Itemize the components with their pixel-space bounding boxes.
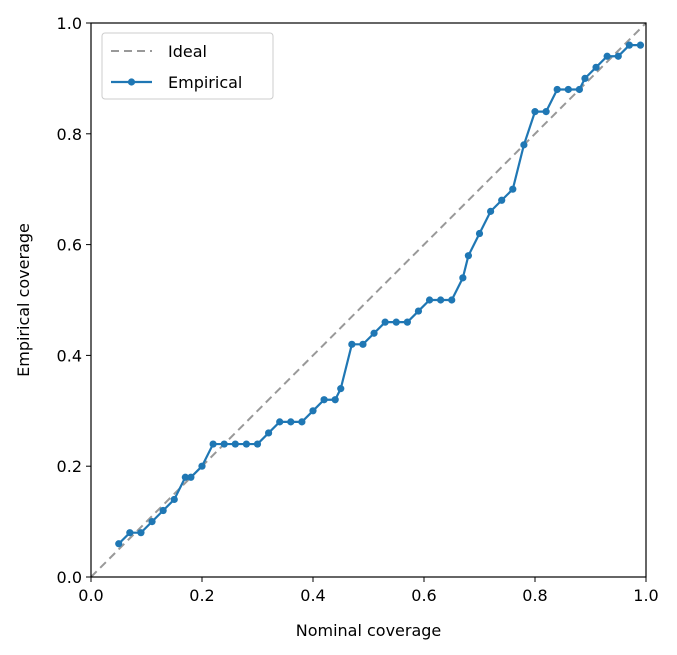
- data-point: [581, 74, 589, 82]
- data-point: [253, 440, 262, 448]
- data-point: [509, 185, 517, 193]
- legend-label-empirical: Empirical: [168, 73, 242, 92]
- data-point: [148, 518, 156, 526]
- data-point: [498, 196, 506, 204]
- data-point: [520, 141, 528, 149]
- data-point: [448, 296, 456, 304]
- data-point: [220, 440, 228, 448]
- data-point: [392, 318, 400, 326]
- y-tick-label: 0.2: [57, 457, 82, 476]
- data-point: [592, 63, 600, 71]
- legend-label-ideal: Ideal: [168, 42, 207, 61]
- ticks-layer: 0.0 0.2 0.4 0.6 0.8 1.0 0.0 0.2 0.4 0.6 0.8 1.0: [57, 14, 659, 605]
- series-line-ideal: [90, 22, 647, 578]
- data-point: [603, 52, 611, 60]
- data-point: [181, 473, 189, 481]
- data-point: [575, 85, 584, 94]
- data-point: [542, 108, 550, 116]
- data-point: [287, 418, 295, 426]
- data-point: [636, 41, 645, 49]
- x-tick-label: 1.0: [633, 586, 658, 605]
- data-point: [159, 506, 167, 515]
- data-point: [231, 440, 239, 448]
- y-tick-label: 0.8: [57, 125, 82, 144]
- data-point: [464, 252, 472, 260]
- x-tick-label: 0.0: [78, 586, 103, 605]
- data-point: [265, 429, 273, 437]
- data-point: [309, 407, 317, 415]
- data-point: [198, 462, 206, 470]
- data-point: [331, 396, 339, 404]
- y-tick-label: 1.0: [57, 14, 82, 33]
- y-tick-label: 0.4: [57, 346, 82, 365]
- series-layer: [90, 22, 647, 578]
- data-point: [359, 340, 367, 348]
- data-point: [337, 385, 345, 393]
- data-point: [487, 207, 495, 215]
- data-point: [276, 418, 284, 426]
- y-tick-label: 0.6: [57, 236, 82, 255]
- x-tick-label: 0.8: [522, 586, 547, 605]
- data-point: [531, 108, 539, 116]
- data-point: [475, 229, 484, 238]
- y-tick-label: 0.0: [57, 568, 82, 587]
- y-axis-label: Empirical coverage: [14, 223, 33, 377]
- data-point: [459, 274, 467, 282]
- data-point: [370, 329, 378, 337]
- data-point: [126, 529, 134, 537]
- data-point: [403, 318, 411, 326]
- series-line-empirical: [117, 44, 641, 545]
- data-point: [170, 495, 178, 504]
- legend: Ideal Empirical: [101, 32, 274, 100]
- data-point: [625, 41, 633, 49]
- data-point: [137, 529, 145, 537]
- data-point: [242, 440, 250, 448]
- plot-frame: [90, 22, 647, 578]
- data-point: [115, 540, 123, 548]
- legend-marker: [127, 78, 136, 86]
- x-tick-label: 0.2: [189, 586, 214, 605]
- data-point: [320, 396, 328, 404]
- x-tick-label: 0.4: [300, 586, 325, 605]
- data-point: [564, 85, 572, 94]
- data-point: [209, 440, 217, 448]
- data-point: [414, 307, 423, 315]
- data-point: [425, 296, 434, 304]
- x-axis-label: Nominal coverage: [296, 621, 442, 640]
- data-point: [348, 340, 356, 348]
- data-point: [614, 52, 622, 60]
- data-point: [437, 296, 445, 304]
- data-point: [553, 85, 561, 94]
- data-point: [298, 418, 306, 426]
- x-tick-label: 0.6: [411, 586, 436, 605]
- data-point: [381, 318, 389, 326]
- data-point: [187, 473, 195, 481]
